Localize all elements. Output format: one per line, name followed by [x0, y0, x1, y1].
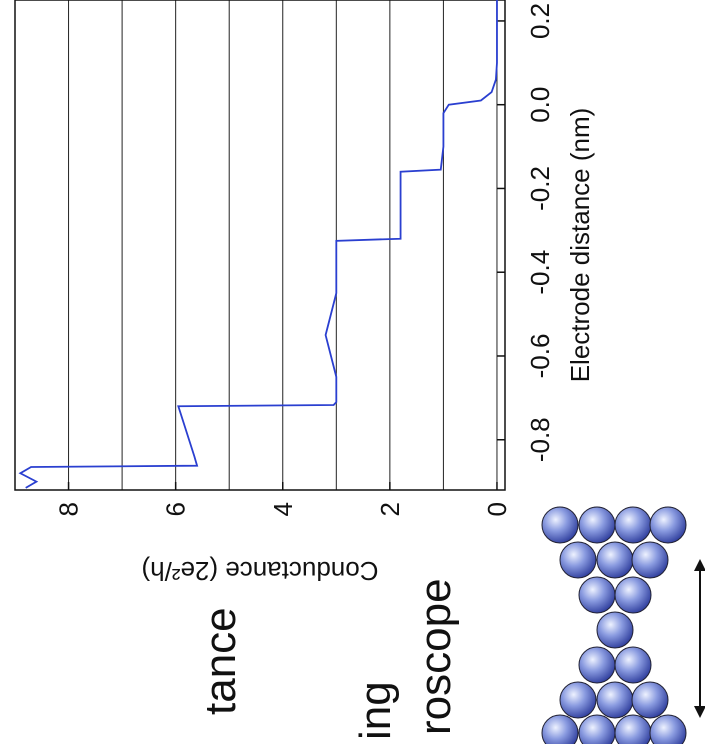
x-tick-label: -0.4 [525, 250, 555, 295]
x-tick-label: -0.8 [525, 417, 555, 462]
atom [578, 506, 616, 544]
atom [649, 714, 687, 744]
rotated-chart: tance ing roscope 0 2 4 6 8 -0.8 -0.6 -0.4 -0.2 0… [14, 0, 595, 740]
atom [631, 541, 669, 579]
slide-fragment: tance [196, 607, 245, 715]
y-tick-label: 6 [161, 502, 191, 516]
y-tick-label: 8 [54, 502, 84, 516]
atom [614, 576, 652, 614]
atom [578, 714, 616, 744]
atom [541, 714, 579, 744]
x-tick-label: -0.2 [525, 166, 555, 211]
atom-chain [541, 506, 687, 744]
plot-frame [14, 0, 506, 491]
x-axis-label: Electrode distance (nm) [565, 108, 595, 383]
atom [578, 646, 616, 684]
x-tick-label: 0.0 [525, 87, 555, 123]
slide-fragment: roscope [411, 578, 460, 735]
atom [559, 541, 597, 579]
y-tick-label: 0 [482, 502, 512, 516]
atom [649, 506, 687, 544]
atom [614, 646, 652, 684]
x-tick-label: -0.6 [525, 334, 555, 379]
atom [596, 681, 634, 719]
atom [596, 611, 634, 649]
atom [614, 714, 652, 744]
atom [631, 681, 669, 719]
atom [578, 576, 616, 614]
atom [541, 506, 579, 544]
slide-fragment: ing [351, 681, 400, 740]
atom [559, 681, 597, 719]
x-tick-label: 0.2 [525, 3, 555, 39]
atom [614, 506, 652, 544]
y-tick-label: 2 [375, 502, 405, 516]
y-axis-label: Conductance (2e²/h) [141, 556, 378, 586]
atom [596, 541, 634, 579]
y-tick-label: 4 [268, 502, 298, 516]
data-line [18, 0, 498, 489]
